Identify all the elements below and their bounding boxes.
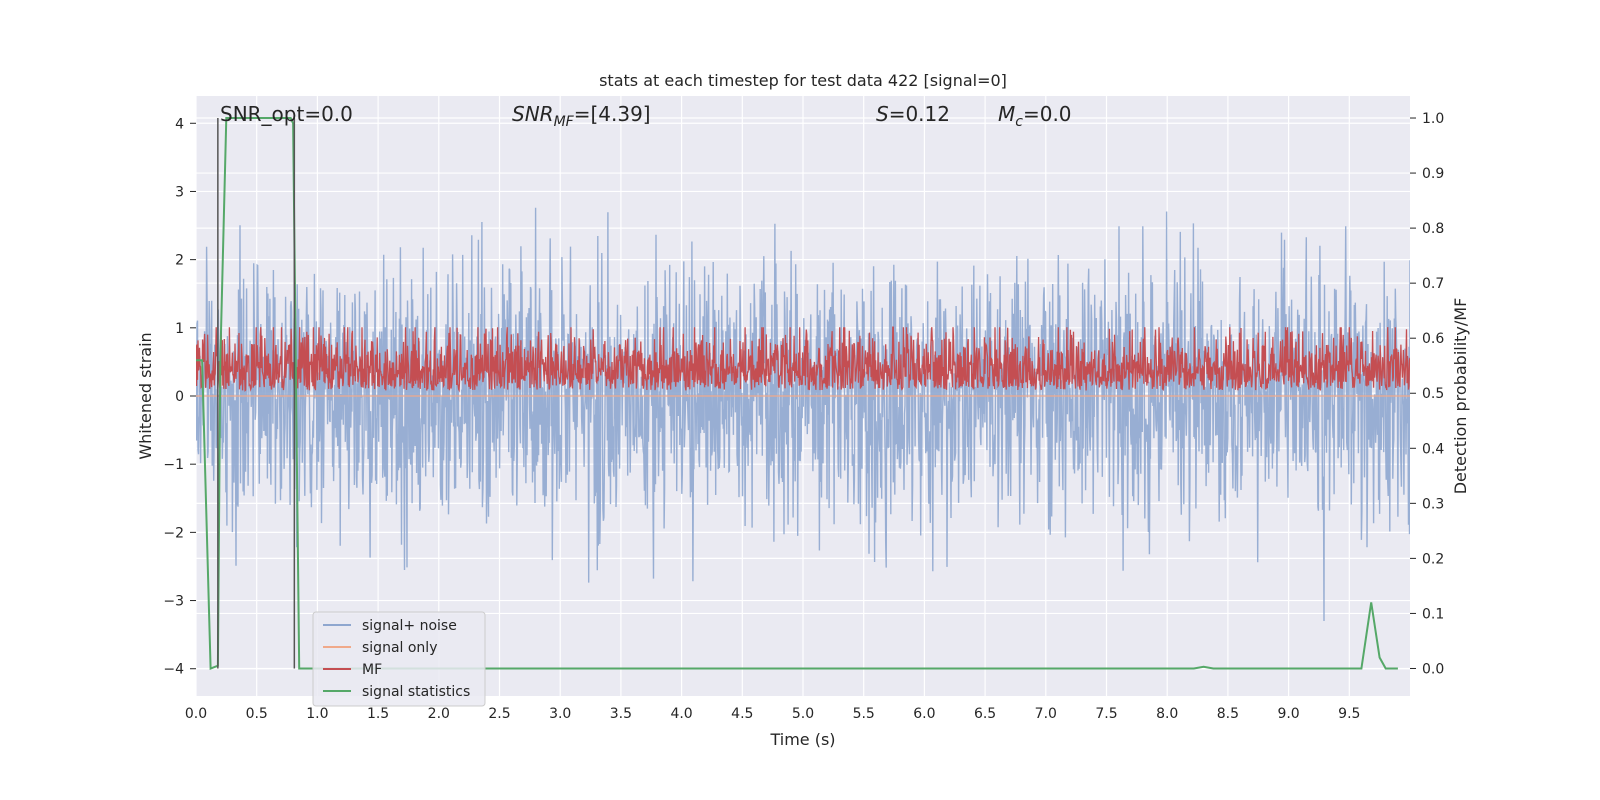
annotation-snr-mf-sub: MF	[554, 114, 575, 130]
y-right-tick-label: 0.1	[1422, 606, 1444, 622]
annotation-s-value: =0.12	[889, 102, 950, 126]
y-right-tick-label: 0.4	[1422, 441, 1444, 457]
x-tick-label: 3.0	[549, 706, 571, 722]
legend-box	[312, 611, 486, 707]
x-tick-label: 2.5	[488, 706, 510, 722]
y-right-tick-label: 0.7	[1422, 276, 1444, 292]
annotation-snr-opt: SNR_opt=0.0	[220, 102, 353, 126]
y-right-tick-label: 0.0	[1422, 661, 1444, 677]
x-tick-label: 6.5	[974, 706, 996, 722]
x-tick-label: 4.0	[670, 706, 692, 722]
annotation-mc: Mc=0.0	[998, 102, 1072, 130]
y-right-tick-label: 0.9	[1422, 166, 1444, 182]
x-tick-label: 1.5	[367, 706, 389, 722]
y-left-axis-label: Whitened strain	[136, 332, 155, 459]
x-tick-label: 9.5	[1338, 706, 1360, 722]
chart-title: stats at each timestep for test data 422…	[599, 71, 1007, 90]
annotation-mc-value: =0.0	[1023, 102, 1072, 126]
y-right-tick-label: 0.2	[1422, 551, 1444, 567]
x-tick-label: 7.5	[1095, 706, 1117, 722]
series-line-signal-noise	[196, 207, 1410, 622]
annotation-snr-mf-value: =[4.39]	[574, 102, 651, 126]
x-tick-label: 4.5	[731, 706, 753, 722]
y-left-tick-label: 1	[175, 321, 184, 337]
y-right-ticks: 1.0 0.9 0.8 0.7 0.6 0.5 0.4 0.3 0.2 0.1 0.0	[1410, 111, 1444, 677]
y-left-tick-label: −3	[163, 594, 184, 610]
x-tick-label: 8.5	[1217, 706, 1239, 722]
x-tick-label: 1.0	[306, 706, 328, 722]
x-tick-label: 3.5	[610, 706, 632, 722]
x-tick-label: 8.0	[1156, 706, 1178, 722]
y-left-tick-label: 3	[175, 184, 184, 200]
y-right-tick-label: 0.6	[1422, 331, 1444, 347]
legend-label: signal+ noise	[362, 618, 457, 634]
series-left-axis	[196, 207, 1410, 622]
legend-label: MF	[362, 662, 382, 678]
legend: signal+ noise signal only MF signal statist…	[312, 611, 486, 707]
x-tick-label: 6.0	[913, 706, 935, 722]
annotation-snr-mf: SNRMF=[4.39]	[512, 102, 651, 130]
y-right-axis-label: Detection probability/MF	[1451, 298, 1470, 495]
annotation-snr-mf-main: SNR	[512, 102, 554, 126]
y-right-tick-label: 0.5	[1422, 386, 1444, 402]
y-right-tick-label: 0.8	[1422, 221, 1444, 237]
x-tick-label: 5.5	[853, 706, 875, 722]
series-line-signal-statistics	[196, 117, 1398, 670]
y-left-tick-label: 2	[175, 253, 184, 269]
x-axis-label: Time (s)	[769, 730, 835, 749]
y-right-tick-label: 1.0	[1422, 111, 1444, 127]
y-left-ticks: 4 3 2 1 0 −1 −2 −3 −4	[163, 116, 196, 678]
series-right-axis	[196, 117, 1410, 670]
x-tick-label: 7.0	[1035, 706, 1057, 722]
y-left-tick-label: 0	[175, 389, 184, 405]
annotation-s: S=0.12	[876, 102, 950, 126]
legend-label: signal statistics	[362, 684, 470, 700]
x-tick-label: 2.0	[428, 706, 450, 722]
annotation-mc-main: M	[998, 102, 1015, 126]
x-tick-label: 0.0	[185, 706, 207, 722]
y-left-tick-label: 4	[175, 116, 184, 132]
y-left-tick-label: −4	[163, 662, 184, 678]
y-left-tick-label: −1	[163, 457, 184, 473]
x-tick-label: 9.0	[1277, 706, 1299, 722]
y-right-tick-label: 0.3	[1422, 496, 1444, 512]
annotation-mc-sub: c	[1015, 114, 1023, 130]
legend-label: signal only	[362, 640, 437, 656]
annotation-s-main: S	[876, 102, 889, 126]
x-ticks: 0.0 0.5 1.0 1.5 2.0 2.5 3.0 3.5 4.0 4.5 5.0 5.5 6.0 6…	[185, 706, 1361, 722]
vertical-markers	[217, 118, 296, 669]
series-line-mf	[196, 326, 1410, 393]
y-left-tick-label: −2	[163, 525, 184, 541]
x-tick-label: 5.0	[792, 706, 814, 722]
x-tick-label: 0.5	[246, 706, 268, 722]
